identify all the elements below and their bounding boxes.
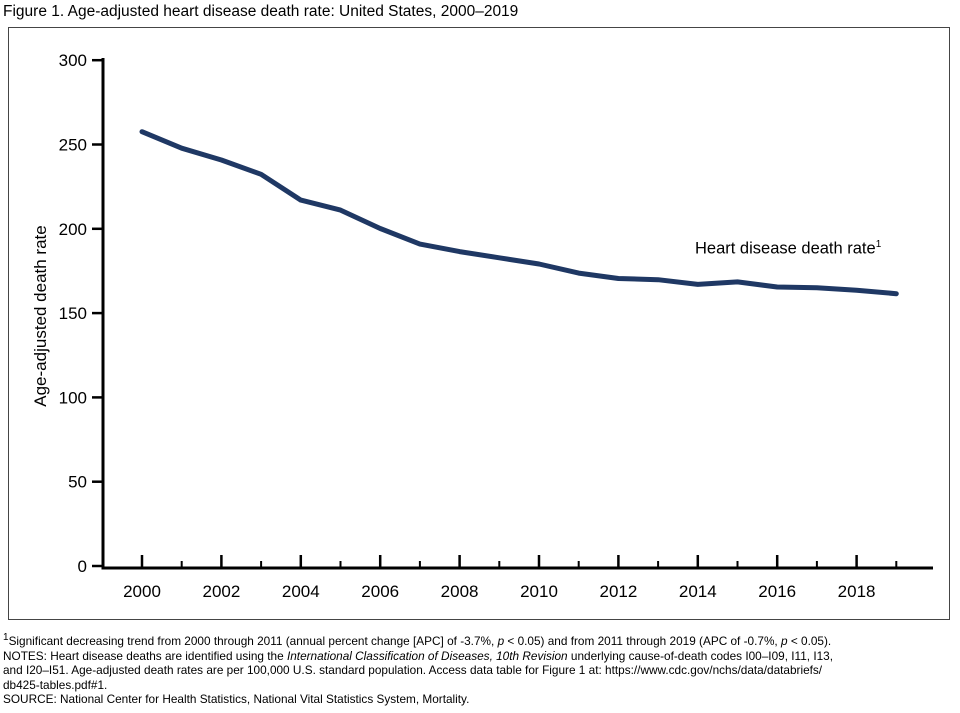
footnote-significance: 1Significant decreasing trend from 2000 … (3, 632, 832, 648)
series-annotation-superscript: 1 (875, 239, 882, 250)
y-axis-label: Age-adjusted death rate (31, 225, 50, 407)
svg-text:2010: 2010 (520, 582, 558, 601)
svg-text:200: 200 (59, 220, 87, 239)
series-annotation: Heart disease death rate1 (695, 239, 881, 259)
chart-frame (8, 27, 950, 620)
footnote-notes-line2: and I20–I51. Age-adjusted death rates ar… (3, 663, 823, 678)
footnote-notes-line1: NOTES: Heart disease deaths are identifi… (3, 648, 833, 663)
svg-text:2016: 2016 (758, 582, 796, 601)
svg-text:2004: 2004 (282, 582, 320, 601)
svg-text:250: 250 (59, 136, 87, 155)
svg-text:2006: 2006 (361, 582, 399, 601)
svg-text:2012: 2012 (599, 582, 637, 601)
footnotes: 1Significant decreasing trend from 2000 … (3, 631, 957, 707)
svg-text:100: 100 (59, 388, 87, 407)
svg-text:2008: 2008 (441, 582, 479, 601)
svg-text:2002: 2002 (202, 582, 240, 601)
figure-title: Figure 1. Age-adjusted heart disease dea… (3, 3, 519, 20)
svg-text:2014: 2014 (679, 582, 717, 601)
svg-text:150: 150 (59, 304, 87, 323)
series-annotation-text: Heart disease death rate (695, 239, 876, 258)
svg-text:2000: 2000 (123, 582, 161, 601)
footnote-notes-line3: db425-tables.pdf#1. (3, 677, 108, 692)
svg-text:0: 0 (78, 557, 87, 576)
footnote-source: SOURCE: National Center for Health Stati… (3, 692, 470, 707)
svg-text:300: 300 (59, 51, 87, 70)
svg-text:50: 50 (68, 473, 87, 492)
svg-text:2018: 2018 (838, 582, 876, 601)
